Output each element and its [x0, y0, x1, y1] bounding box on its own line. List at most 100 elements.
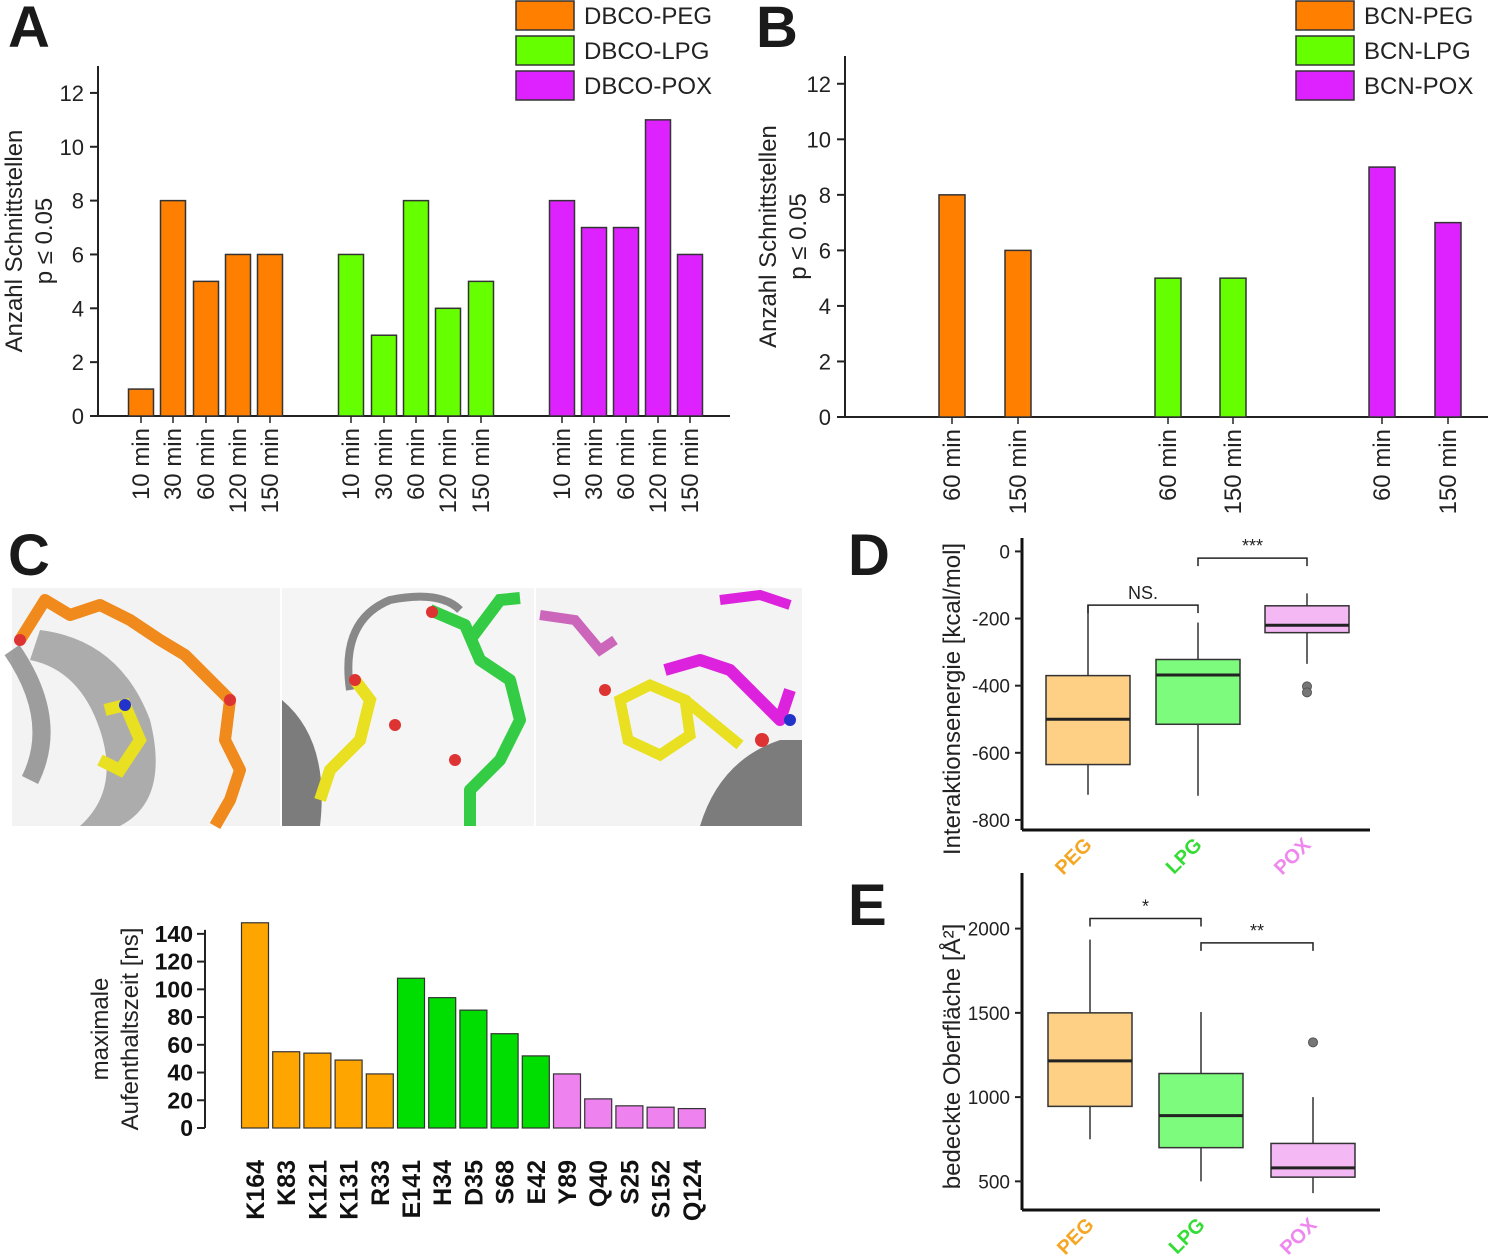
- y-axis-label-line2: p ≤ 0.05: [31, 198, 58, 285]
- x-tick-label: 60 min: [193, 428, 220, 500]
- chart-b-bar-chart: 0 2 4 6 8 10 12 Anzahl Schnittstellen p ≤ 0.05 60…: [755, 0, 1488, 514]
- y-tick-label: -200: [972, 610, 1010, 631]
- y-tick-label: -600: [972, 744, 1010, 765]
- x-tick-label: K164: [242, 1160, 270, 1220]
- significance-label: *: [1142, 896, 1149, 916]
- y-tick-label: 60: [167, 1032, 193, 1058]
- bar: [428, 997, 457, 1129]
- y-tick-label: 0: [180, 1115, 193, 1141]
- y-tick-label: 2: [819, 349, 831, 374]
- x-tick-label: E42: [523, 1160, 551, 1204]
- y-tick-label: 80: [167, 1004, 193, 1030]
- bar: [644, 119, 672, 417]
- panel-letter-a: A: [8, 0, 50, 60]
- x-tick-label: 60 min: [613, 428, 640, 500]
- bar: [1219, 277, 1247, 418]
- structure-atom-n-2: [784, 714, 796, 726]
- bar: [370, 334, 398, 417]
- structure-lpg-branch: [465, 592, 521, 644]
- x-tick-label: PEG: [1051, 834, 1096, 879]
- bar: [1368, 166, 1396, 418]
- x-tick-label: 150 min: [1435, 429, 1462, 514]
- bar: [646, 1106, 675, 1129]
- y-axis-label-line1: Anzahl Schnittstellen: [755, 125, 782, 348]
- bar: [272, 1051, 301, 1129]
- x-tick-label: S25: [616, 1160, 644, 1205]
- y-tick-label: -800: [972, 811, 1010, 832]
- x-tick-label: D35: [460, 1160, 488, 1206]
- structure-tyrosine-bond: [681, 695, 744, 750]
- legend-swatch: [515, 0, 575, 31]
- x-tick-label: 150 min: [468, 428, 495, 513]
- x-tick-label: 150 min: [257, 428, 284, 513]
- bar: [467, 280, 495, 417]
- legend-entry: DBCO-PEG: [584, 3, 712, 30]
- x-tick-label: K131: [336, 1160, 364, 1220]
- y-tick-label: 40: [167, 1060, 193, 1086]
- significance-bracket: [1200, 942, 1314, 951]
- y-tick-label: 120: [155, 949, 193, 975]
- bar: [677, 1107, 706, 1129]
- chart-d-box-plot: 0 -200 -400 -600 -800 Interaktionsenergie [kc…: [939, 536, 1370, 879]
- x-tick-label: 30 min: [581, 428, 608, 500]
- y-tick-label: 0: [999, 542, 1010, 563]
- y-tick-label: 2: [72, 350, 84, 375]
- panel-letter-c: C: [8, 523, 50, 588]
- x-tick-label: 10 min: [549, 428, 576, 500]
- y-tick-label: 2000: [968, 920, 1010, 941]
- structure-helix-left-2: [4, 644, 51, 785]
- legend-swatch: [515, 70, 575, 101]
- outlier-point: [1308, 1037, 1318, 1048]
- y-tick-label: 0: [819, 405, 831, 430]
- molecular-structure-image: [4, 588, 802, 829]
- y-axis-label-line2: p ≤ 0.05: [785, 193, 812, 280]
- significance-bracket: [1087, 604, 1199, 614]
- bar: [334, 1059, 363, 1129]
- y-tick-label: 10: [807, 127, 831, 152]
- y-axis-label: Interaktionsenergie [kcal/mol]: [939, 543, 966, 855]
- structure-lpg-chain: [427, 604, 526, 826]
- structure-lysine-left: [97, 697, 147, 778]
- bar: [1434, 221, 1462, 418]
- structure-helix-middle: [282, 700, 322, 826]
- x-tick-label: 150 min: [1005, 429, 1032, 514]
- x-tick-label: PEG: [1053, 1214, 1098, 1257]
- y-tick-label: 1500: [968, 1004, 1010, 1025]
- y-tick-label: 100: [155, 976, 193, 1002]
- bar: [240, 922, 270, 1129]
- x-tick-label: 150 min: [677, 428, 704, 513]
- bar: [159, 199, 187, 417]
- bar: [127, 388, 155, 417]
- y-tick-label: 8: [819, 183, 831, 208]
- x-tick-label: 10 min: [128, 428, 155, 500]
- x-tick-label: H34: [429, 1160, 457, 1206]
- x-tick-label: LPG: [1165, 1214, 1210, 1257]
- y-tick-label: 500: [978, 1172, 1010, 1193]
- y-axis-label-line1: Anzahl Schnittstellen: [1, 130, 28, 353]
- y-tick-label: 8: [72, 189, 84, 214]
- y-tick-label: 12: [60, 81, 84, 106]
- bar: [396, 977, 426, 1129]
- structure-helix-left: [30, 630, 156, 826]
- x-tick-label: K83: [273, 1160, 301, 1206]
- bar: [224, 253, 252, 417]
- structure-atom-o-2: [224, 694, 236, 706]
- x-tick-label: 60 min: [1155, 429, 1182, 501]
- x-tick-label: Y89: [554, 1160, 582, 1204]
- x-tick-label: K121: [304, 1160, 332, 1220]
- legend-swatch: [1295, 0, 1355, 31]
- y-tick-label: 4: [72, 296, 84, 321]
- bar: [256, 253, 284, 417]
- y-tick-label: 12: [807, 72, 831, 97]
- bar: [303, 1052, 332, 1129]
- legend-swatch: [1295, 35, 1355, 66]
- y-axis-label-line1: maximale: [87, 978, 114, 1081]
- panel-letter-d: D: [848, 523, 890, 588]
- bar: [192, 280, 220, 417]
- panel-letter-e: E: [848, 873, 887, 938]
- significance-label: **: [1250, 921, 1264, 941]
- y-axis-label: maximale Aufenthaltszeit [ns]: [87, 928, 144, 1131]
- bar: [548, 199, 576, 417]
- y-tick-label: 10: [60, 135, 84, 160]
